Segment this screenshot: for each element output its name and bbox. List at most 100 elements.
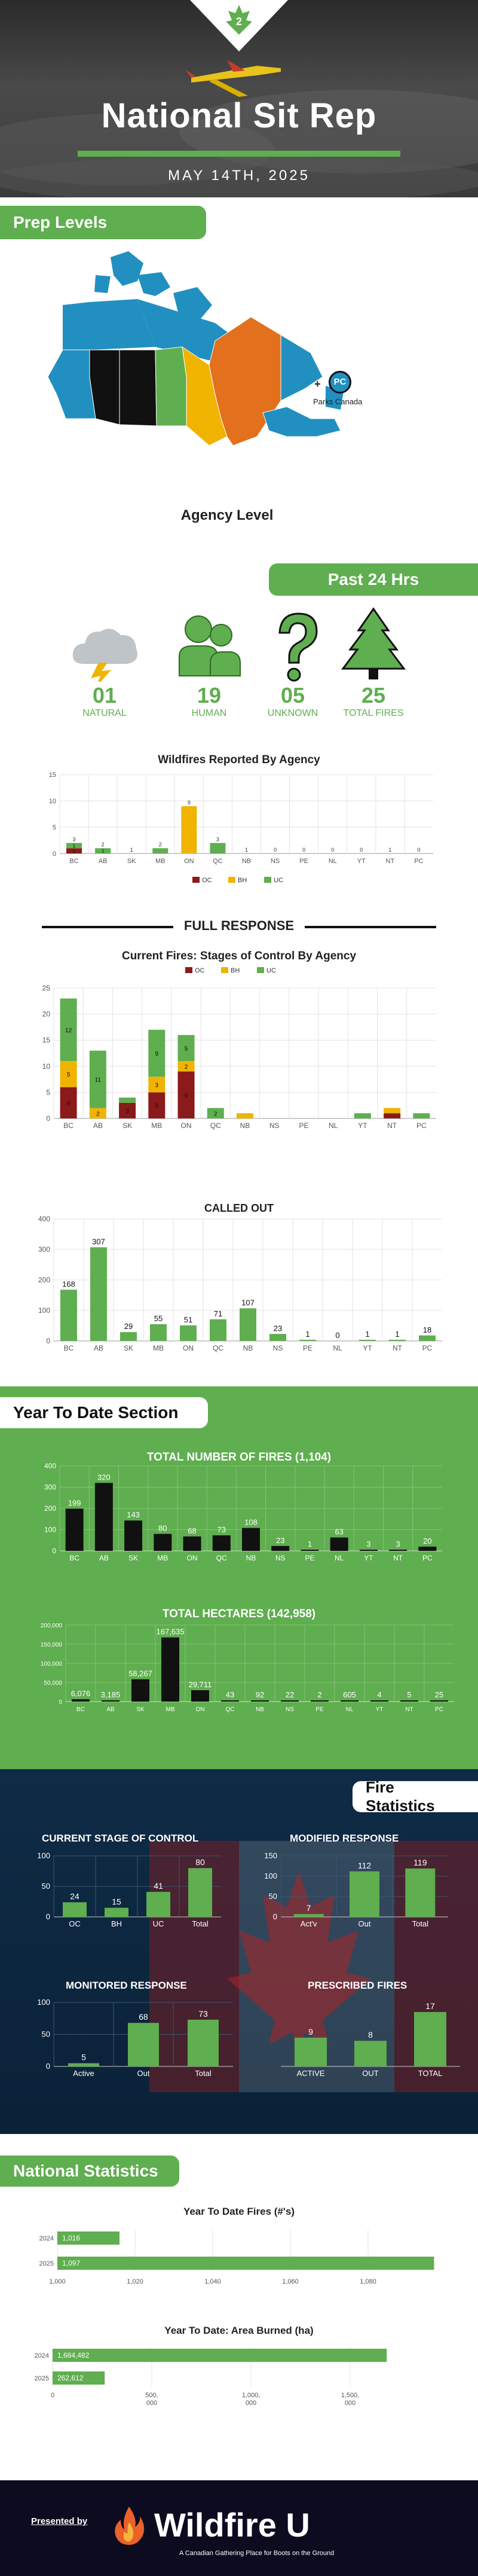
x-tick-label: QC [210, 1121, 221, 1130]
y-tick-label: 300 [38, 1245, 50, 1254]
footer-brand: Wildfire U [154, 2506, 310, 2544]
y-tick-label: 400 [38, 1215, 50, 1223]
x-tick-label: PC [414, 858, 423, 865]
x-tick-label: NT [405, 1706, 413, 1713]
bar-segment-label: 5 [67, 1072, 71, 1078]
bar [161, 1637, 179, 1702]
stat-icons [72, 607, 406, 682]
y-tick-label: 100 [38, 1306, 50, 1315]
x-tick-label: PC [416, 1121, 427, 1130]
bar [341, 1700, 358, 1702]
bar-segment-label: 5 [155, 1103, 159, 1109]
bar [131, 1679, 149, 1702]
legend-swatch [228, 877, 235, 883]
tree-icon [341, 607, 406, 679]
x-tick-label: YT [358, 1121, 367, 1130]
y-tick-label: 10 [42, 1062, 51, 1071]
bar-value-label: 3,185 [101, 1690, 121, 1699]
stat-natural-value: 01 [92, 683, 117, 708]
bar-value-label: 5 [81, 2053, 86, 2062]
y-tick-label: 2024 [35, 2352, 49, 2359]
y-tick-label: 150 [264, 1851, 277, 1860]
x-tick-label: NS [286, 1706, 294, 1713]
bar [180, 1325, 197, 1341]
prep-level-map [47, 251, 344, 446]
bar-total-label: 2 [102, 842, 105, 848]
y-tick-label: 200,000 [41, 1623, 63, 1629]
bar-total-label: 1 [130, 847, 133, 853]
x-tick-label: Total [192, 1919, 209, 1928]
y-tick-label: 200 [44, 1504, 56, 1513]
header-banner: 2 National Sit Rep MAY 14TH, 2025 [0, 0, 478, 197]
ytd-heading: Year To Date Section [0, 1397, 208, 1428]
bar-segment-label: 6 [67, 1100, 71, 1107]
x-tick-label: NT [393, 1344, 403, 1352]
stat-human: 19 HUMAN [164, 683, 254, 719]
x-tick-label: 1,000, [242, 2392, 261, 2399]
bar-value-label: 3 [366, 1539, 370, 1548]
y-tick-label: 150,000 [41, 1642, 63, 1648]
bar [212, 1535, 231, 1551]
y-tick-label: 5 [53, 824, 56, 831]
bar-value-label: 73 [217, 1525, 226, 1534]
chart-current-stage: 0 50 100 OC 24 BH 15 UC 41 Total 80 [37, 1851, 221, 1928]
bar-value-label: 199 [68, 1498, 81, 1507]
map-nl [280, 334, 323, 401]
x-tick-label: BC [76, 1706, 85, 1713]
stat-human-value: 19 [197, 683, 222, 708]
x-tick-label: ON [187, 1554, 198, 1562]
y-tick-label: 20 [42, 1010, 51, 1019]
stat-total: 25 TOTAL FIRES [329, 683, 418, 719]
x-tick-label: PE [299, 858, 308, 865]
bar [221, 1700, 239, 1702]
page-title: National Sit Rep [101, 96, 377, 135]
bar-value-label: 1 [308, 1539, 312, 1548]
x-tick-label: ON [184, 858, 194, 865]
x-tick-label: PC [422, 1344, 433, 1352]
smoke-background [0, 60, 478, 197]
chart-modified-title: MODIFIED RESPONSE [290, 1833, 399, 1844]
bar [188, 2019, 219, 2066]
bar-value-label: 15 [112, 1897, 121, 1907]
bar-total-label: 3 [73, 836, 76, 842]
x-tick-label: PE [315, 1706, 324, 1713]
x-tick-label: Act'v [301, 1919, 317, 1928]
badge-banner: 2 [190, 0, 288, 51]
bar [72, 1699, 90, 1702]
x-tick-label: TOTAL [418, 2069, 443, 2078]
presented-by: Presented by [31, 2516, 88, 2526]
x-tick-label: PC [422, 1554, 433, 1562]
x-tick-label: NL [333, 1344, 342, 1352]
y-tick-label: 0 [46, 2062, 50, 2071]
bar-value-label: 108 [244, 1518, 258, 1527]
x-tick-label: SK [136, 1706, 145, 1713]
bar-value-label: 168 [62, 1279, 75, 1288]
bar-value-label: 63 [335, 1528, 343, 1537]
bar-value-label: 73 [198, 2009, 208, 2019]
bar-value-label: 29,711 [189, 1680, 212, 1689]
past-24-heading: Past 24 Hrs [269, 563, 478, 596]
bar-value-label: 2 [317, 1690, 321, 1699]
bar-total-label: 1 [388, 847, 391, 853]
people-icon [179, 615, 241, 676]
legend-label: UC [274, 877, 283, 884]
bar-total-label: 0 [274, 847, 277, 853]
x-tick-label: QC [213, 858, 223, 865]
x-tick-label: ON [196, 1706, 205, 1713]
chart-monitored: 0 50 100 Active 5 Out 68 Total 73 [37, 1998, 233, 2078]
legend-label: UC [266, 967, 276, 974]
legend-label: BH [231, 967, 240, 974]
national-heading: National Statistics [0, 2156, 179, 2187]
past-24-stats: 01 NATURAL 19 HUMAN 05 UNKNOWN 25 TOTAL … [0, 604, 478, 730]
map-mb [155, 346, 187, 426]
bar-value-label: 8 [368, 2030, 373, 2040]
bar-uc [210, 843, 226, 853]
bar-value-label: 1 [395, 1330, 399, 1339]
x-tick-label: NS [271, 858, 280, 865]
flame-logo-icon [115, 2507, 145, 2545]
bar [293, 1914, 324, 1917]
bar-uc [60, 998, 77, 1062]
x-tick-label: 1,500, [341, 2392, 360, 2399]
